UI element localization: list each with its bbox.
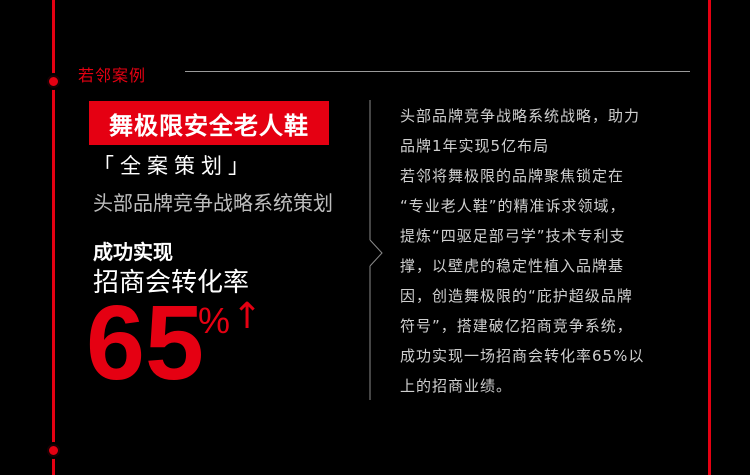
right-frame-line <box>708 0 711 475</box>
description-line: 头部品牌竞争战略系统战略，助力 <box>400 107 641 125</box>
left-frame-line <box>52 0 55 475</box>
description-line: 品牌1年实现5亿布局 <box>400 137 550 155</box>
description-line: 撑，以壁虎的稳定性植入品牌基 <box>400 257 625 275</box>
achieve-label: 成功实现 <box>93 240 173 264</box>
case-title-badge: 舞极限安全老人鞋 <box>89 101 329 145</box>
quote-title: 「全案策划」 <box>93 154 255 178</box>
description-line: 提炼“四驱足部弓学”技术专利支 <box>400 227 626 245</box>
description-line: “专业老人鞋”的精准诉求领域， <box>400 197 626 215</box>
metric-value: 65 <box>86 284 204 402</box>
description-line: 因，创造舞极限的“庇护超级品牌 <box>400 287 633 305</box>
vertical-chevron-divider <box>369 100 383 400</box>
description-line: 符号”，搭建破亿招商竞争系统， <box>400 317 633 335</box>
section-label: 若邻案例 <box>78 66 147 85</box>
frame-dot-top <box>47 75 60 88</box>
up-arrow-icon: ↑ <box>232 296 263 337</box>
case-title: 舞极限安全老人鞋 <box>109 111 309 140</box>
description-line: 若邻将舞极限的品牌聚焦锁定在 <box>400 167 625 185</box>
frame-dot-bottom <box>47 444 60 457</box>
metric-unit: % <box>198 300 231 341</box>
description-line: 上的招商业绩。 <box>400 377 513 395</box>
metric-label: 招商会转化率 <box>93 268 250 298</box>
section-divider <box>185 71 690 72</box>
case-subtitle: 头部品牌竞争战略系统策划 <box>93 191 333 215</box>
description-line: 成功实现一场招商会转化率65%以 <box>400 347 645 365</box>
case-description: 头部品牌竞争战略系统战略，助力 品牌1年实现5亿布局 若邻将舞极限的品牌聚焦锁定… <box>400 101 690 401</box>
